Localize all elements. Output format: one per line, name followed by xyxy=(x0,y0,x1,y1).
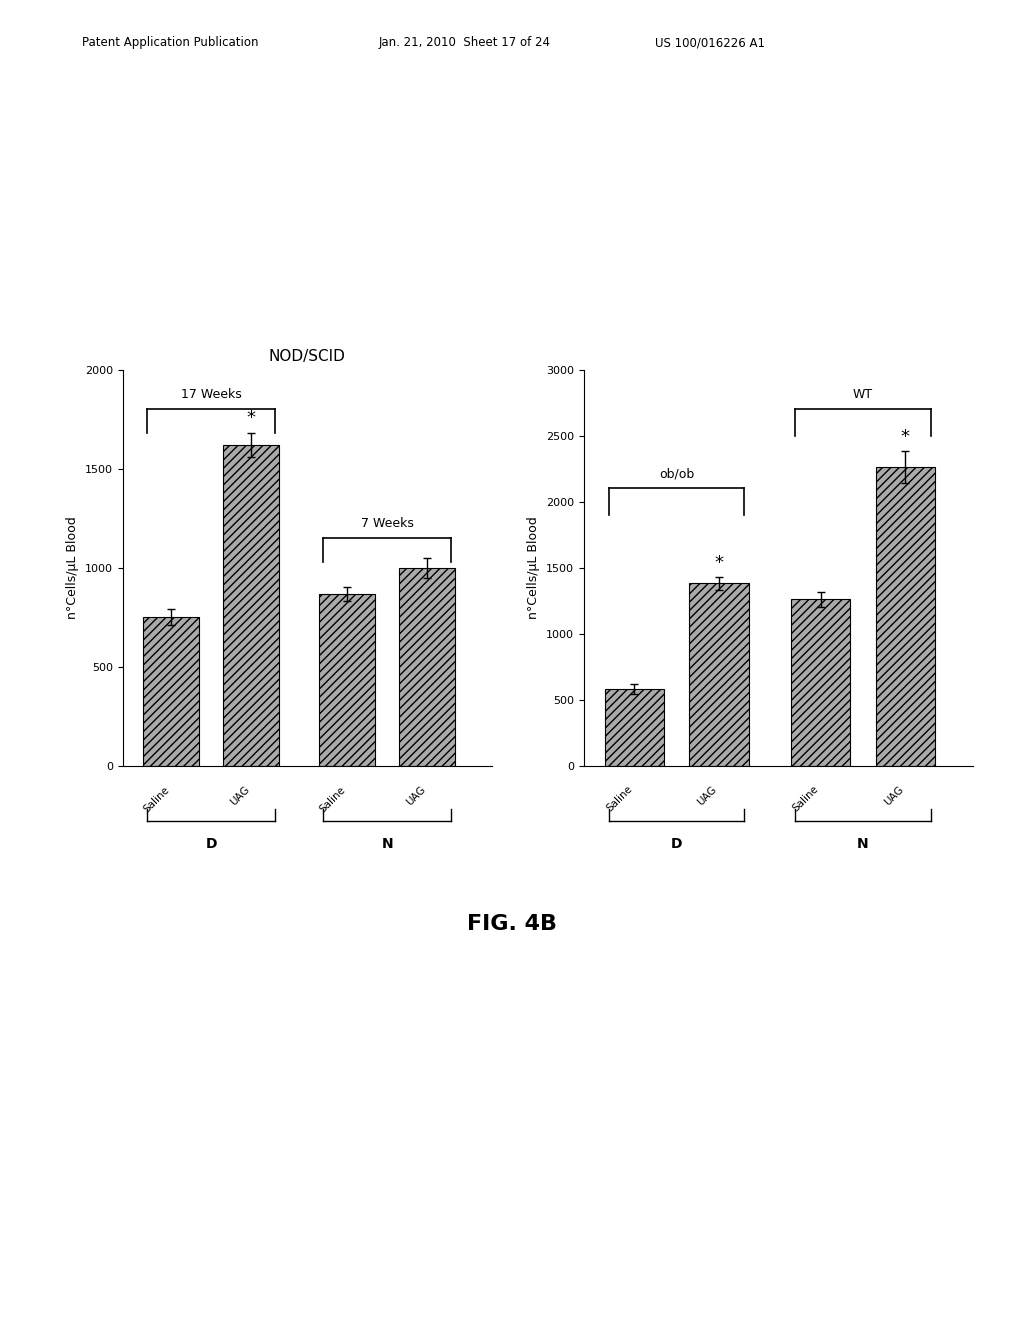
Bar xyxy=(876,467,935,766)
Text: Saline: Saline xyxy=(141,784,171,814)
Text: US 100/016226 A1: US 100/016226 A1 xyxy=(655,36,765,49)
Text: ob/ob: ob/ob xyxy=(659,467,694,480)
Text: N: N xyxy=(857,837,868,851)
Text: *: * xyxy=(715,553,724,572)
Bar xyxy=(605,689,664,766)
Text: UAG: UAG xyxy=(228,784,251,808)
Text: Saline: Saline xyxy=(605,784,635,813)
Bar xyxy=(319,594,376,766)
Text: D: D xyxy=(205,837,217,851)
Text: Jan. 21, 2010  Sheet 17 of 24: Jan. 21, 2010 Sheet 17 of 24 xyxy=(379,36,551,49)
Y-axis label: n°Cells/μL Blood: n°Cells/μL Blood xyxy=(67,516,80,619)
Title: NOD/SCID: NOD/SCID xyxy=(268,350,346,364)
Text: FIG. 4B: FIG. 4B xyxy=(467,913,557,935)
Text: WT: WT xyxy=(853,388,872,401)
Text: D: D xyxy=(671,837,682,851)
Text: *: * xyxy=(901,428,909,446)
Y-axis label: n°Cells/μL Blood: n°Cells/μL Blood xyxy=(527,516,541,619)
Text: 17 Weeks: 17 Weeks xyxy=(180,388,242,401)
Bar xyxy=(223,445,280,766)
Bar xyxy=(399,568,456,766)
Bar xyxy=(791,599,850,766)
Bar xyxy=(689,583,749,766)
Text: UAG: UAG xyxy=(696,784,719,807)
Text: 7 Weeks: 7 Weeks xyxy=(360,517,414,529)
Text: UAG: UAG xyxy=(404,784,427,808)
Text: UAG: UAG xyxy=(882,784,905,807)
Text: *: * xyxy=(247,409,256,428)
Text: N: N xyxy=(382,837,393,851)
Bar xyxy=(143,618,199,766)
Text: Saline: Saline xyxy=(317,784,347,814)
Text: Saline: Saline xyxy=(791,784,820,813)
Text: Patent Application Publication: Patent Application Publication xyxy=(82,36,258,49)
